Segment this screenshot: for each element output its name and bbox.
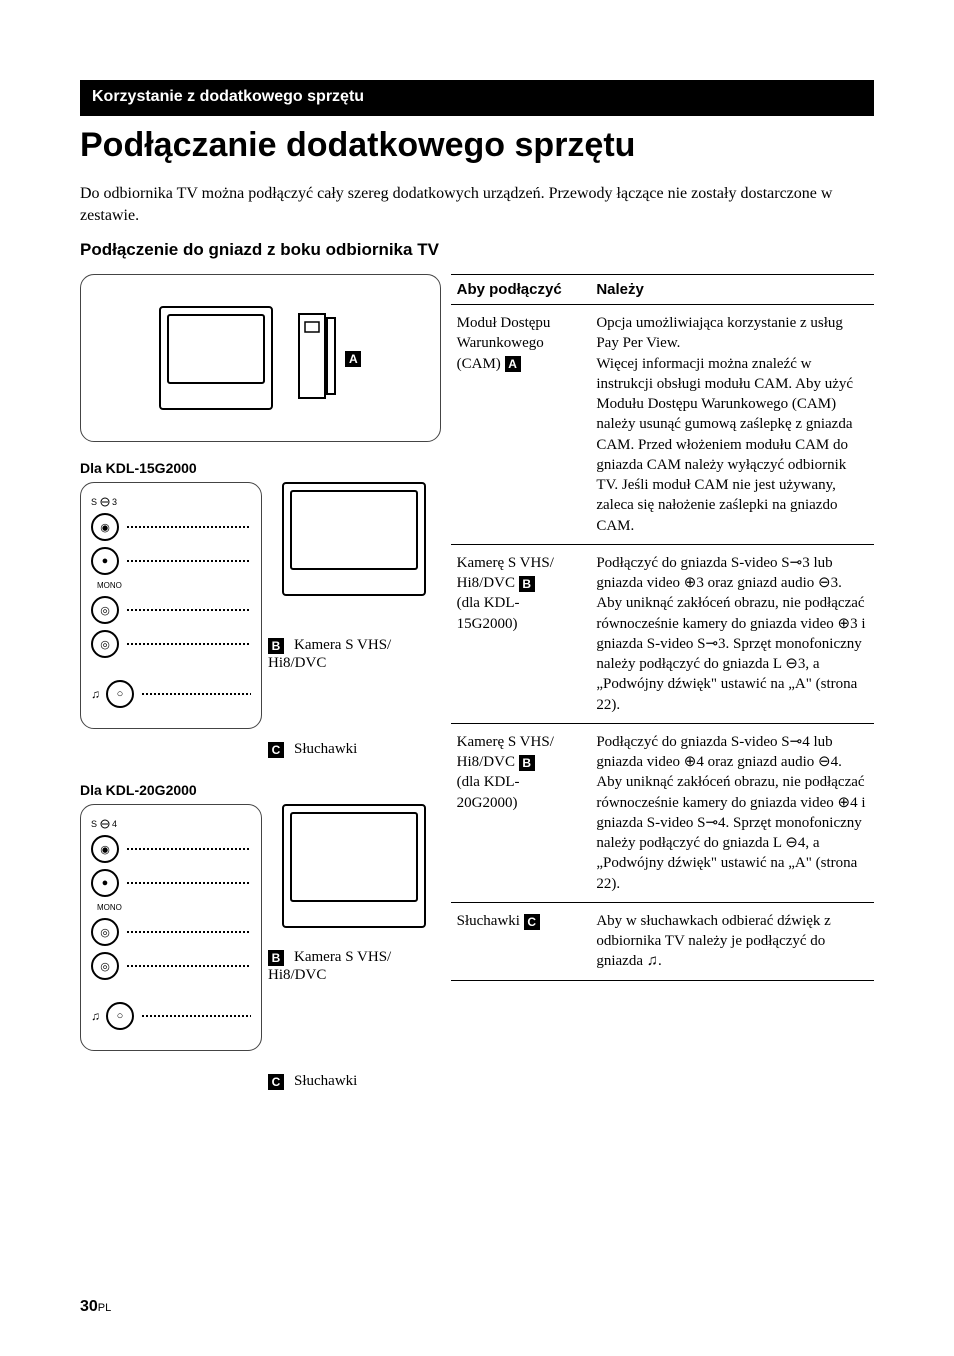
cam-module-icon (293, 308, 339, 408)
left-column: A Dla KDL-15G2000 S 3 ◉ ● MONO ◎ ◎ ♫○ (80, 274, 451, 1090)
camera-label-2: Kamera S VHS/Hi8/DVC (268, 949, 391, 983)
svideo-jack-icon: ◉ (91, 835, 119, 863)
sub-title: Podłączenie do gniazd z boku odbiornika … (80, 240, 874, 260)
audio-l-jack-icon: ◎ (91, 918, 119, 946)
side-panel-20g: S 4 ◉ ● MONO ◎ ◎ ♫○ (80, 804, 262, 1051)
tag-a: A (345, 351, 361, 367)
table-cell-right: Opcja umożliwiająca korzystanie z usług … (590, 305, 874, 545)
audio-r-jack-icon: ◎ (91, 952, 119, 980)
table-cell-right: Podłączyć do gniazda S-video S⊸3 lub gni… (590, 544, 874, 723)
table-row: Słuchawki CAby w słuchawkach odbierać dź… (451, 902, 874, 980)
tv-icon (159, 306, 273, 410)
page-number: 30PL (80, 1298, 111, 1316)
table-row: Moduł DostępuWarunkowego(CAM) AOpcja umo… (451, 305, 874, 545)
headphones-label-1: Słuchawki (294, 741, 357, 757)
connection-table: Aby podłączyć Należy Moduł DostępuWarunk… (451, 274, 874, 981)
tag-b: B (268, 950, 284, 966)
audio-r-jack-icon: ◎ (91, 630, 119, 658)
table-header-1: Aby podłączyć (451, 275, 591, 305)
table-row: Kamerę S VHS/Hi8/DVC B(dla KDL-20G2000)P… (451, 723, 874, 902)
tag-a: A (505, 356, 521, 372)
s-in-3-label: S 3 (91, 497, 251, 507)
s-in-4-label: S 4 (91, 819, 251, 829)
headphone-jack-icon: ♫ (91, 687, 100, 702)
table-cell-left: Kamerę S VHS/Hi8/DVC B(dla KDL-20G2000) (451, 723, 591, 902)
tv-icon (282, 482, 426, 596)
tag-b: B (519, 755, 535, 771)
tag-b: B (268, 638, 284, 654)
camera-label-1: Kamera S VHS/Hi8/DVC (268, 637, 391, 671)
svideo-jack-icon: ◉ (91, 513, 119, 541)
tag-c: C (524, 914, 540, 930)
headphones-label-2: Słuchawki (294, 1073, 357, 1089)
tv-icon (282, 804, 426, 928)
table-cell-left: Moduł DostępuWarunkowego(CAM) A (451, 305, 591, 545)
table-row: Kamerę S VHS/Hi8/DVC B(dla KDL-15G2000)P… (451, 544, 874, 723)
right-column: Aby podłączyć Należy Moduł DostępuWarunk… (451, 274, 874, 1090)
tv-diagram-1: A (80, 274, 441, 442)
mono-label: MONO (97, 903, 251, 912)
table-cell-right: Podłączyć do gniazda S-video S⊸4 lub gni… (590, 723, 874, 902)
video-jack-icon: ● (91, 869, 119, 897)
section-bar: Korzystanie z dodatkowego sprzętu (80, 80, 874, 116)
tag-c: C (268, 742, 284, 758)
table-header-2: Należy (590, 275, 874, 305)
headphone-jack-icon: ♫ (91, 1009, 100, 1024)
tag-c: C (268, 1074, 284, 1090)
table-cell-left: Słuchawki C (451, 902, 591, 980)
tag-b: B (519, 576, 535, 592)
model-2-label: Dla KDL-20G2000 (80, 782, 441, 798)
video-jack-icon: ● (91, 547, 119, 575)
page-title: Podłączanie dodatkowego sprzętu (80, 126, 874, 165)
table-cell-left: Kamerę S VHS/Hi8/DVC B(dla KDL-15G2000) (451, 544, 591, 723)
table-cell-right: Aby w słuchawkach odbierać dźwięk z odbi… (590, 902, 874, 980)
intro-text: Do odbiornika TV można podłączyć cały sz… (80, 183, 874, 226)
audio-l-jack-icon: ◎ (91, 596, 119, 624)
content-row: A Dla KDL-15G2000 S 3 ◉ ● MONO ◎ ◎ ♫○ (80, 274, 874, 1090)
model-1-label: Dla KDL-15G2000 (80, 460, 441, 476)
manual-page: Korzystanie z dodatkowego sprzętu Podłąc… (0, 0, 954, 1356)
side-panel-15g: S 3 ◉ ● MONO ◎ ◎ ♫○ (80, 482, 262, 729)
mono-label: MONO (97, 581, 251, 590)
